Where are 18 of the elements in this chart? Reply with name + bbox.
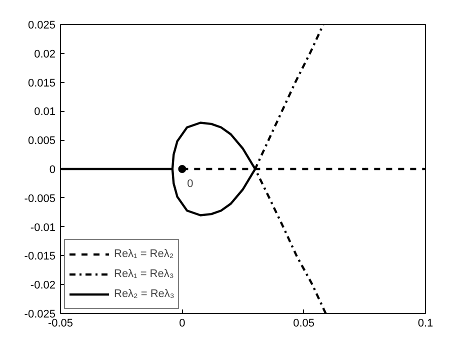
x-tick-label: -0.05	[48, 318, 74, 330]
y-tick-label: -0.01	[30, 222, 56, 234]
y-tick-label: 0.005	[28, 135, 56, 148]
y-tick-label: 0.025	[28, 20, 56, 32]
legend-label: Reλ₁ = Reλ₃	[114, 267, 174, 281]
y-tick-label: 0.01	[34, 106, 56, 118]
x-tick-label: 0	[179, 318, 186, 330]
y-tick-label: -0.005	[24, 192, 56, 205]
x-tick-label: 0.05	[293, 318, 315, 330]
y-tick-label: 0.015	[28, 77, 56, 90]
legend-label: Reλ₂ = Reλ₃	[114, 287, 174, 301]
annotation: 0	[187, 178, 194, 190]
y-tick-label: -0.015	[24, 250, 56, 263]
legend-label: Reλ₁ = Reλ₂	[114, 247, 174, 261]
x-tick-label: 0.1	[418, 318, 434, 330]
y-tick-label: 0	[49, 164, 56, 176]
y-tick-label: -0.02	[30, 280, 56, 292]
y-tick-label: 0.02	[34, 48, 56, 60]
